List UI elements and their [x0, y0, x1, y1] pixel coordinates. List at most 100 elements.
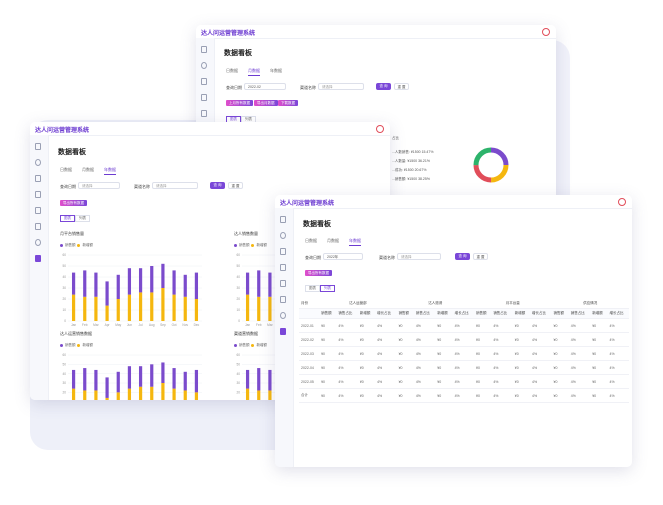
grid-icon[interactable] — [35, 223, 41, 230]
table-cell: ¥0 — [551, 360, 569, 375]
bar-segment-purple — [257, 270, 261, 297]
download-button[interactable]: 下载数据 — [278, 100, 298, 106]
dashboard-icon[interactable] — [35, 255, 41, 262]
bar-segment-purple — [172, 270, 176, 295]
source-label: 渠道名称 — [379, 255, 395, 260]
view-list[interactable]: 列表 — [320, 285, 335, 292]
y-tick-label: 30 — [236, 286, 240, 290]
reset-button[interactable]: 重 置 — [228, 182, 243, 189]
table-cell: 4% — [491, 388, 513, 403]
file-icon[interactable] — [35, 191, 41, 198]
table-cell: ¥0 — [590, 332, 608, 347]
table-cell: ¥0 — [357, 346, 376, 361]
table-cell: ¥0 — [590, 346, 608, 361]
legend-dot-purple — [234, 343, 237, 347]
date-input[interactable]: 2022-02 — [244, 83, 286, 90]
table-cell: ¥0 — [319, 360, 337, 375]
tab-year[interactable]: 年数据 — [270, 68, 282, 73]
add-icon[interactable] — [35, 175, 41, 182]
source-select[interactable]: 请选择 — [152, 182, 198, 189]
column-header: 新增额 — [435, 308, 453, 319]
table-cell: 4% — [607, 346, 629, 361]
table-cell: ¥0 — [396, 318, 414, 333]
add-icon[interactable] — [280, 248, 286, 255]
table-cell: ¥0 — [590, 374, 608, 389]
query-button[interactable]: 查 询 — [376, 83, 391, 90]
y-tick-label: 30 — [62, 381, 66, 385]
view-toggle: 图表 列表 — [305, 285, 335, 292]
table-cell: 4% — [375, 332, 397, 347]
document-icon[interactable] — [35, 143, 41, 150]
document-icon[interactable] — [280, 216, 286, 223]
bar-segment-yellow — [245, 388, 250, 400]
view-list[interactable]: 列表 — [75, 215, 90, 222]
document-icon[interactable] — [201, 46, 207, 53]
bar-segment-purple — [268, 369, 272, 391]
user-avatar[interactable] — [376, 125, 384, 133]
view-chart[interactable]: 图表 — [60, 215, 75, 222]
tab-month[interactable]: 月数据 — [327, 238, 339, 243]
tab-month[interactable]: 月数据 — [248, 68, 260, 76]
bar-segment-purple — [127, 366, 132, 389]
tab-year[interactable]: 年数据 — [104, 167, 116, 175]
source-select[interactable]: 请选择 — [397, 253, 441, 260]
y-tick-label: 40 — [236, 275, 240, 279]
settings-icon[interactable] — [280, 312, 286, 319]
x-tick-label: Jan — [71, 323, 76, 327]
table-row[interactable]: 合计 ¥0 4% ¥0 4% ¥0 4% ¥0 4% ¥0 4% ¥0 4% ¥0 4% ¥0 4% — [299, 388, 629, 403]
tab-year[interactable]: 年数据 — [349, 238, 361, 246]
user-avatar[interactable] — [618, 198, 626, 206]
table-cell: 4% — [452, 332, 475, 347]
clock-icon[interactable] — [201, 62, 207, 69]
legend-label: 销售额 — [65, 343, 76, 347]
add-icon[interactable] — [201, 78, 207, 85]
y-tick-label: 40 — [62, 372, 66, 376]
table-row[interactable]: 2022-05 ¥0 4% ¥0 4% ¥0 4% ¥0 4% ¥0 4% ¥0 4% ¥0 4% ¥0 4% — [299, 374, 629, 389]
clock-icon[interactable] — [35, 159, 41, 166]
tab-day[interactable]: 日数据 — [60, 167, 72, 172]
user-avatar[interactable] — [542, 28, 550, 36]
list-icon[interactable] — [201, 110, 207, 117]
view-chart[interactable]: 图表 — [305, 285, 320, 292]
tab-day[interactable]: 日数据 — [305, 238, 317, 243]
front-content: 数据看板 日数据 月数据 年数据 查询日期 2022年 渠道名称 请选择 查 询 重… — [295, 208, 632, 467]
export-data-button[interactable]: 导出月数据 — [254, 100, 278, 106]
table-group-header: 月份 达人运营部 达人邀请 月平台量 供应情况 — [299, 299, 629, 309]
column-header: 增长占比 — [607, 308, 629, 319]
list-icon[interactable] — [35, 207, 41, 214]
file-icon[interactable] — [201, 94, 207, 101]
table-row[interactable]: 2022-03 ¥0 4% ¥0 4% ¥0 4% ¥0 4% ¥0 4% ¥0 4% ¥0 4% ¥0 4% — [299, 346, 629, 361]
settings-icon[interactable] — [35, 239, 41, 246]
export-month-button[interactable]: 上月所有数据 — [226, 100, 253, 106]
month-cell: 2022-01 — [299, 318, 320, 333]
tab-month[interactable]: 月数据 — [82, 167, 94, 172]
source-select[interactable]: 请选择 — [318, 83, 364, 90]
dashboard-icon[interactable] — [280, 328, 286, 335]
bar-segment-purple — [245, 369, 250, 389]
table-row[interactable]: 2022-01 ¥0 4% ¥0 4% ¥0 4% ¥0 4% ¥0 4% ¥0 4% ¥0 4% ¥0 4% — [299, 318, 629, 333]
list-icon[interactable] — [280, 280, 286, 287]
table-cell: 4% — [336, 318, 358, 333]
tab-bar: 日数据 月数据 年数据 — [60, 167, 126, 175]
table-row[interactable]: 2022-02 ¥0 4% ¥0 4% ¥0 4% ¥0 4% ¥0 4% ¥0 4% ¥0 4% ¥0 4% — [299, 332, 629, 347]
export-all-button[interactable]: 导出所有数据 — [60, 200, 87, 206]
reset-button[interactable]: 重 置 — [394, 83, 409, 90]
table-cell: ¥0 — [551, 346, 569, 361]
bar-segment-yellow — [172, 388, 176, 400]
date-input[interactable]: 请选择 — [78, 182, 120, 189]
export-all-button[interactable]: 导出所有数据 — [305, 270, 332, 276]
file-icon[interactable] — [280, 264, 286, 271]
tab-day[interactable]: 日数据 — [226, 68, 238, 73]
clock-icon[interactable] — [280, 232, 286, 239]
query-button[interactable]: 查 询 — [210, 182, 225, 189]
table-cell: 4% — [607, 318, 629, 333]
date-input[interactable]: 2022年 — [323, 253, 363, 260]
table-cell: ¥0 — [435, 374, 453, 389]
reset-button[interactable]: 重 置 — [473, 253, 488, 260]
query-button[interactable]: 查 询 — [455, 253, 470, 260]
column-header: 销售占比 — [491, 308, 513, 319]
grid-icon[interactable] — [280, 296, 286, 303]
column-header-spacer — [299, 308, 320, 319]
table-row[interactable]: 2022-04 ¥0 4% ¥0 4% ¥0 4% ¥0 4% ¥0 4% ¥0 4% ¥0 4% ¥0 4% — [299, 360, 629, 375]
x-tick-label: Mar — [93, 323, 99, 327]
